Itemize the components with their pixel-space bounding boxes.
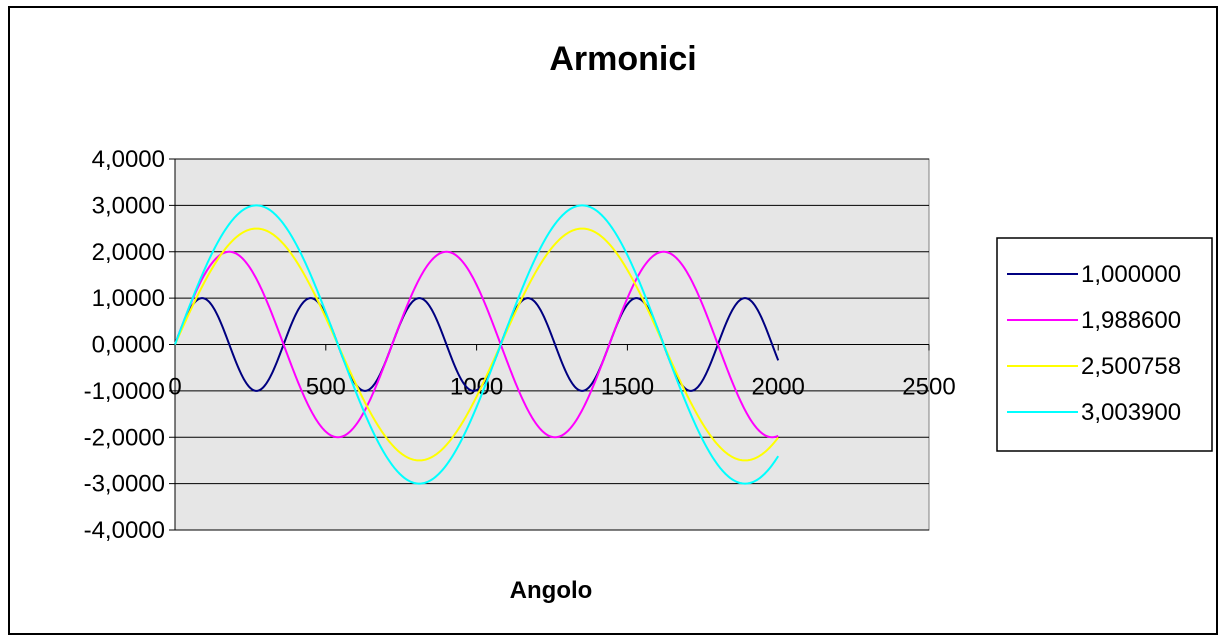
chart-title: Armonici xyxy=(549,40,696,78)
y-tick-label: -3,0000 xyxy=(84,471,165,498)
series-line-4 xyxy=(174,204,780,485)
legend: 1,000000 1,988600 2,500758 3,003900 xyxy=(996,237,1213,452)
legend-items: 1,000000 1,988600 2,500758 3,003900 xyxy=(1007,261,1181,426)
gridlines xyxy=(175,158,929,531)
y-tick-label: -2,0000 xyxy=(84,424,165,451)
y-tick-label: 3,0000 xyxy=(92,192,165,219)
x-tick-label: 2500 xyxy=(902,374,955,401)
chart-frame: Armonici 4,0000 3,0000 2,0000 1,0000 0,0000 -… xyxy=(8,6,1218,635)
y-tick-label: 1,0000 xyxy=(92,285,165,312)
x-axis-label: Angolo xyxy=(510,577,593,604)
x-tick-label: 0 xyxy=(168,374,181,401)
x-tick-labels: 0 500 1000 1500 2000 2500 xyxy=(168,344,956,401)
series-line-1 xyxy=(174,297,780,392)
y-tick-label: -1,0000 xyxy=(84,378,165,405)
x-tick-label: 1500 xyxy=(601,374,654,401)
y-tick-label: 4,0000 xyxy=(92,146,165,173)
legend-label: 1,000000 xyxy=(1081,261,1181,288)
legend-label: 2,500758 xyxy=(1081,353,1181,380)
x-tick-label: 500 xyxy=(306,374,346,401)
chart-canvas: Armonici 4,0000 3,0000 2,0000 1,0000 0,0000 -… xyxy=(84,40,1213,604)
series-line-3 xyxy=(174,227,779,462)
y-tick-label: -4,0000 xyxy=(84,517,165,544)
legend-label: 1,988600 xyxy=(1081,307,1181,334)
y-tick-label: 0,0000 xyxy=(92,332,165,359)
legend-label: 3,003900 xyxy=(1081,399,1181,426)
x-tick-label: 2000 xyxy=(752,374,805,401)
series-lines xyxy=(174,204,780,485)
y-tick-label: 2,0000 xyxy=(92,239,165,266)
series-line-2 xyxy=(174,250,779,439)
y-tick-labels: 4,0000 3,0000 2,0000 1,0000 0,0000 -1,0000 -2,… xyxy=(84,146,175,544)
